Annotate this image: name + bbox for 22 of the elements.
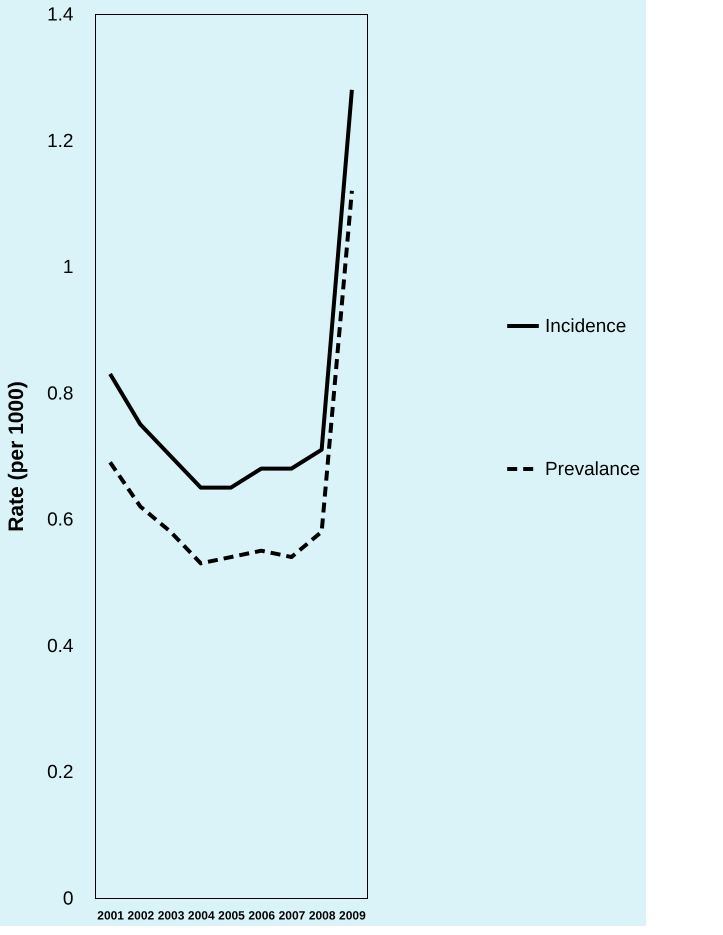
line-series [108,88,354,490]
y-tick-label: 1.2 [47,130,74,152]
legend-label: Prevalance [545,459,640,480]
x-tick-label: 2005 [218,908,246,922]
y-axis-title: Rate (per 1000) [5,381,28,532]
x-tick-label: 2008 [308,908,336,922]
y-tick-label: 0.8 [47,383,74,404]
x-tick-label: 2003 [158,908,185,922]
x-tick-label: 2001 [97,908,124,922]
y-tick-label: 0.4 [47,636,74,657]
y-tick-label: 1.4 [47,4,74,26]
y-tick-label: 0 [62,888,74,910]
y-tick-label: 0.6 [47,510,74,531]
line-series [108,188,354,566]
x-tick-label: 2004 [188,908,215,922]
x-tick-label: 2007 [278,908,306,922]
y-tick-label: 1 [62,257,74,278]
legend-label: Incidence [545,316,626,337]
x-tick-label: 2002 [127,908,155,922]
y-tick-label: 0.2 [47,762,74,784]
x-tick-label: 2006 [248,908,276,922]
x-tick-label: 2009 [339,908,366,922]
